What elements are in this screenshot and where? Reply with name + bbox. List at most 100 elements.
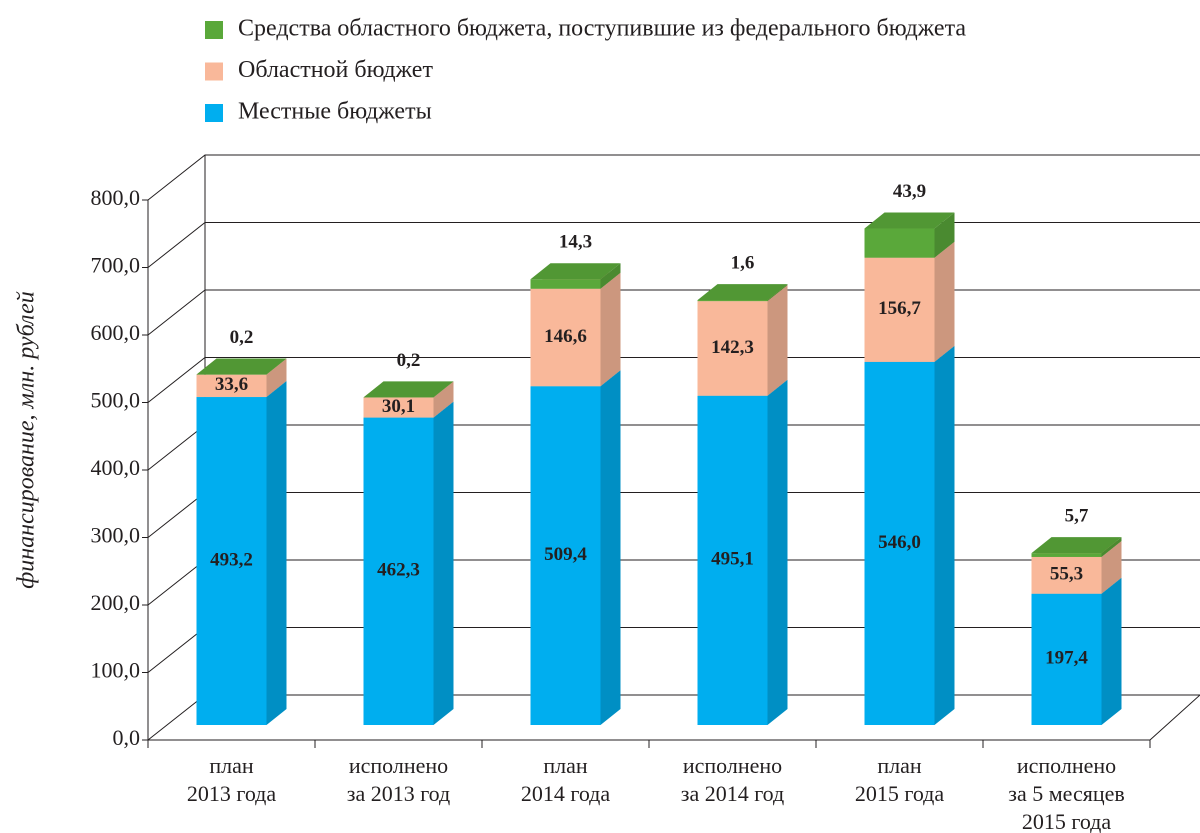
bar bbox=[864, 361, 935, 725]
legend-swatch bbox=[205, 104, 223, 122]
bar bbox=[196, 397, 267, 725]
y-tick-label: 300,0 bbox=[91, 523, 141, 548]
x-tick-label-line: 2014 года bbox=[521, 781, 611, 806]
bar bbox=[1031, 556, 1102, 594]
x-tick-label-line: исполнено bbox=[683, 753, 782, 778]
x-tick-label-line: план bbox=[543, 753, 588, 778]
value-label: 5,7 bbox=[1065, 506, 1089, 527]
x-tick-label: исполнено за 2013 год bbox=[347, 753, 451, 806]
bar-side bbox=[934, 212, 955, 258]
bar bbox=[697, 301, 768, 396]
bar-side bbox=[600, 263, 621, 289]
value-label: 495,1 bbox=[711, 549, 754, 570]
legend-label: Средства областного бюджета, поступившие… bbox=[238, 16, 966, 42]
bar-side bbox=[266, 358, 287, 375]
legend-label: Областной бюджет bbox=[238, 57, 433, 83]
y-tick-label: 700,0 bbox=[91, 253, 141, 278]
value-label: 146,6 bbox=[544, 326, 587, 347]
bar-side bbox=[266, 358, 287, 398]
bar bbox=[530, 386, 601, 725]
y-tick-label: 600,0 bbox=[91, 320, 141, 345]
value-label: 0,2 bbox=[397, 350, 421, 371]
value-label: 0,2 bbox=[230, 327, 254, 348]
x-tick-label-line: план bbox=[209, 753, 254, 778]
bar bbox=[697, 395, 768, 725]
x-tick-label-line: 2015 года bbox=[1022, 809, 1112, 833]
x-tick-label: план 2013 года bbox=[187, 753, 277, 806]
bar bbox=[864, 228, 935, 258]
legend-label: Местные бюджеты bbox=[238, 99, 432, 125]
bar-side bbox=[767, 284, 788, 302]
bar-top bbox=[697, 284, 788, 301]
x-tick-label: план 2014 года bbox=[521, 753, 611, 806]
value-label: 156,7 bbox=[878, 298, 921, 319]
y-tick-label: 400,0 bbox=[91, 455, 141, 480]
legend-swatch bbox=[205, 62, 223, 81]
y-tick-label: 0,0 bbox=[113, 725, 141, 750]
bar-side bbox=[767, 379, 788, 725]
value-label: 493,2 bbox=[210, 549, 253, 570]
bar-top bbox=[363, 381, 454, 398]
bar-side bbox=[433, 381, 454, 398]
bar-side bbox=[266, 381, 287, 725]
bar-side bbox=[1101, 540, 1122, 594]
value-label: 43,9 bbox=[893, 181, 926, 202]
x-tick-label-line: план bbox=[877, 753, 922, 778]
grid-line bbox=[147, 424, 1200, 471]
bar-top bbox=[530, 263, 621, 280]
value-label: 462,3 bbox=[377, 560, 420, 581]
x-tick-label: исполнено за 2014 год bbox=[681, 753, 785, 806]
y-axis-label: финансирование, млн. рублей bbox=[14, 291, 40, 589]
bar-side bbox=[767, 285, 788, 396]
value-label: 55,3 bbox=[1050, 564, 1083, 585]
x-tick-label-line: за 2013 год bbox=[347, 781, 451, 806]
grid-line bbox=[147, 357, 1200, 403]
value-label: 30,1 bbox=[382, 396, 415, 417]
value-label: 14,3 bbox=[559, 232, 592, 253]
bar bbox=[363, 397, 434, 418]
bar-side bbox=[1101, 537, 1122, 557]
grid-line bbox=[147, 492, 1200, 538]
bar bbox=[196, 374, 267, 398]
value-label: 142,3 bbox=[711, 337, 754, 358]
bar-side bbox=[433, 401, 454, 725]
y-tick-label: 500,0 bbox=[91, 388, 141, 413]
x-tick-label-line: 2015 года bbox=[855, 781, 945, 806]
bar bbox=[864, 257, 935, 362]
bar-top bbox=[864, 212, 955, 229]
bar-side bbox=[433, 381, 454, 418]
value-label: 33,6 bbox=[215, 374, 248, 395]
bar bbox=[530, 288, 601, 387]
grid-line bbox=[147, 222, 1200, 268]
bar-side bbox=[600, 370, 621, 725]
bar-side bbox=[934, 345, 955, 725]
x-tick-label-line: за 5 месяцев bbox=[1008, 781, 1125, 806]
bar-side bbox=[600, 272, 621, 387]
y-tick-label: 100,0 bbox=[91, 658, 141, 683]
y-tick-label: 200,0 bbox=[91, 590, 141, 615]
bar-side bbox=[934, 241, 955, 362]
value-label: 197,4 bbox=[1045, 648, 1088, 669]
x-tick-label: исполнено за 5 месяцев 2015 года bbox=[1008, 753, 1125, 833]
bar bbox=[363, 417, 434, 725]
grid-line bbox=[147, 154, 1200, 201]
bar-top bbox=[196, 358, 287, 375]
x-tick-label-line: за 2014 год bbox=[681, 781, 785, 806]
bar-top bbox=[1031, 537, 1122, 554]
bar bbox=[1031, 553, 1102, 557]
value-label: 1,6 bbox=[731, 252, 755, 273]
grid-line bbox=[147, 289, 1200, 336]
bar bbox=[1031, 593, 1102, 725]
value-label: 509,4 bbox=[544, 544, 587, 565]
value-label: 546,0 bbox=[878, 532, 921, 553]
bar bbox=[697, 300, 768, 302]
x-tick-label-line: исполнено bbox=[1017, 753, 1116, 778]
legend-swatch bbox=[205, 21, 223, 39]
x-tick-label: план 2015 года bbox=[855, 753, 945, 806]
bar bbox=[530, 279, 601, 289]
x-tick-label-line: исполнено bbox=[349, 753, 448, 778]
x-tick-label-line: 2013 года bbox=[187, 781, 277, 806]
bar-side bbox=[1101, 577, 1122, 725]
y-tick-label: 800,0 bbox=[91, 185, 141, 210]
